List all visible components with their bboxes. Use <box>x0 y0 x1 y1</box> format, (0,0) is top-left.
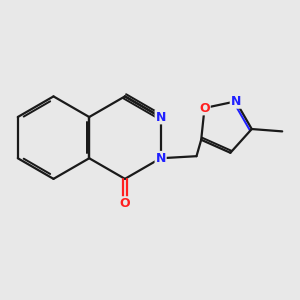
Text: N: N <box>155 110 166 124</box>
Text: O: O <box>120 197 130 210</box>
Text: N: N <box>231 95 241 108</box>
Text: N: N <box>155 152 166 165</box>
Text: O: O <box>199 101 210 115</box>
